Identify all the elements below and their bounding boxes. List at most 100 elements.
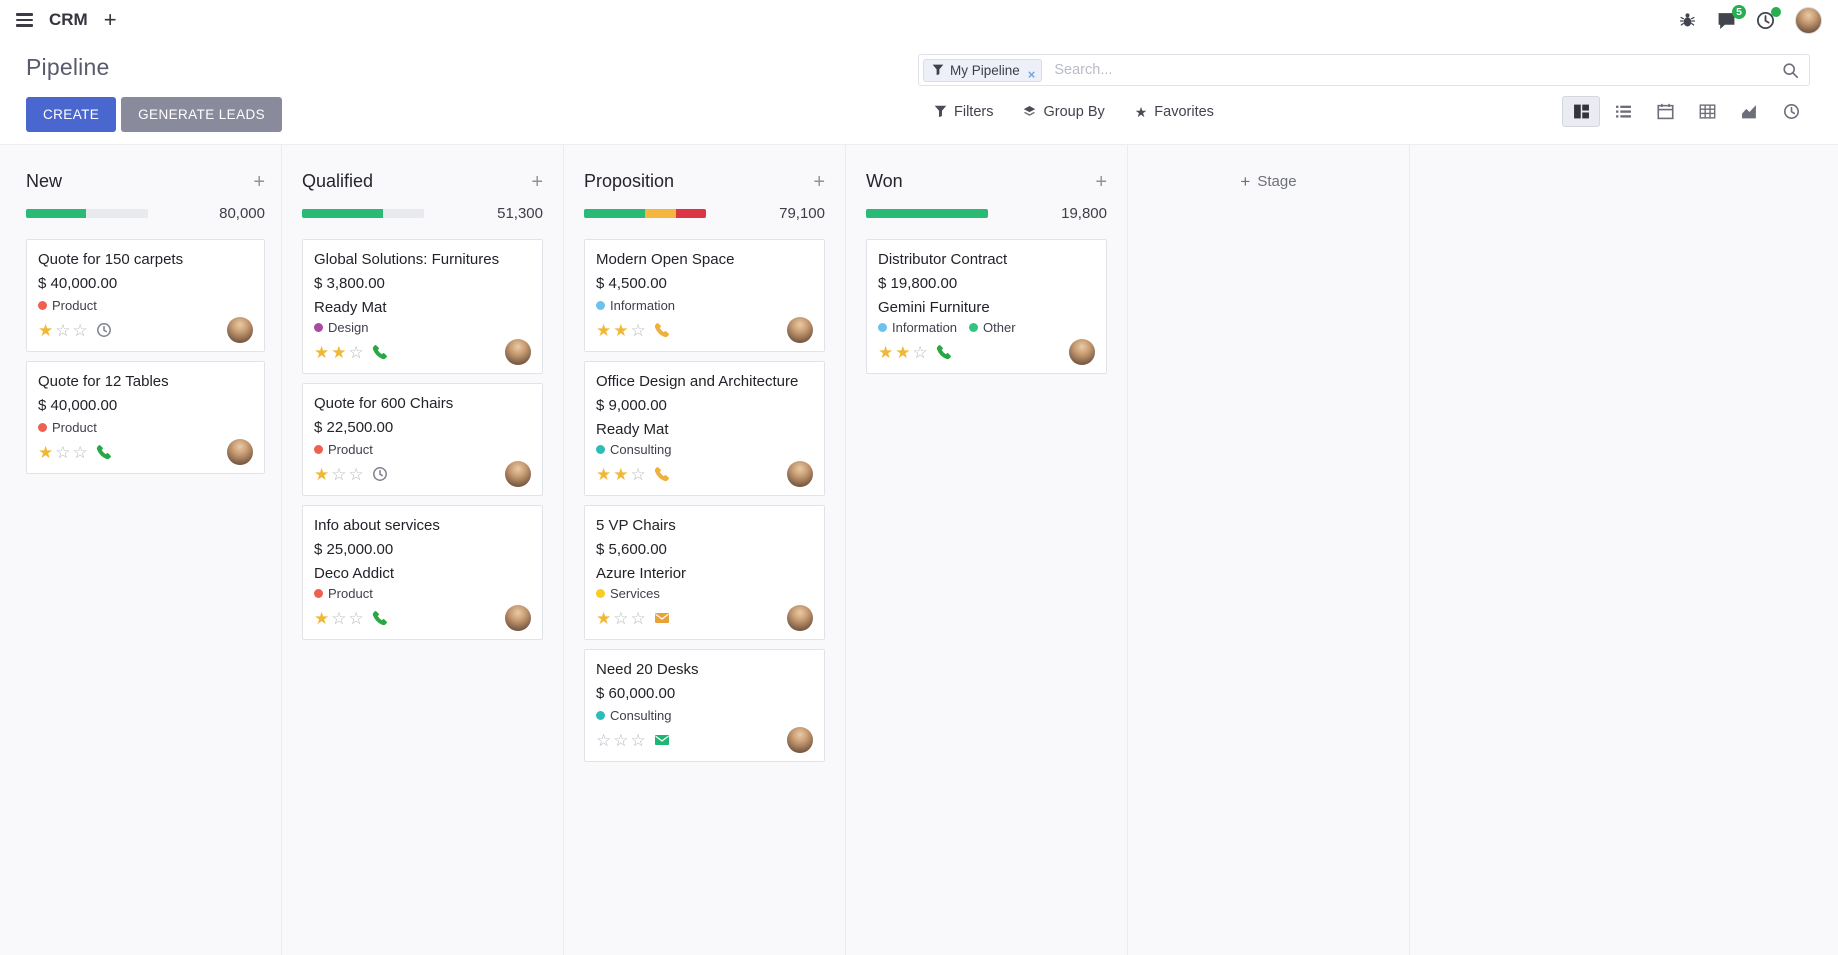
progress-segment[interactable] [584, 209, 645, 218]
phone-activity-icon[interactable] [96, 444, 112, 460]
priority-star-empty[interactable]: ☆ [630, 320, 646, 340]
card-amount: $ 4,500.00 [596, 275, 667, 292]
priority-star-filled[interactable]: ★ [596, 608, 612, 628]
kanban-card[interactable]: Distributor Contract $ 19,800.00 Gemini … [866, 239, 1107, 374]
card-tag: Information [878, 320, 957, 335]
column-progressbar[interactable] [866, 209, 988, 218]
priority-star-filled[interactable]: ★ [613, 464, 629, 484]
priority-star-empty[interactable]: ☆ [596, 730, 612, 750]
envelope-activity-icon[interactable] [654, 610, 670, 626]
priority-star-empty[interactable]: ☆ [331, 464, 347, 484]
phone-activity-icon[interactable] [372, 610, 388, 626]
kanban-card[interactable]: 5 VP Chairs $ 5,600.00 Azure Interior Se… [584, 505, 825, 640]
priority-star-empty[interactable]: ☆ [630, 730, 646, 750]
phone-activity-icon[interactable] [654, 466, 670, 482]
add-record-icon[interactable]: + [531, 170, 543, 193]
remove-facet-icon[interactable]: × [1027, 66, 1036, 82]
group-by-menu[interactable]: Group By [1023, 104, 1105, 120]
column-progressbar[interactable] [26, 209, 148, 218]
salesperson-avatar [1069, 339, 1095, 365]
priority-star-empty[interactable]: ☆ [331, 608, 347, 628]
add-record-icon[interactable]: + [813, 170, 825, 193]
progress-segment[interactable] [85, 209, 148, 218]
view-switch-activity[interactable] [1772, 96, 1810, 127]
priority-star-empty[interactable]: ☆ [630, 464, 646, 484]
priority-star-filled[interactable]: ★ [314, 342, 330, 362]
add-record-icon[interactable]: + [1095, 170, 1107, 193]
priority-star-filled[interactable]: ★ [314, 464, 330, 484]
favorites-menu[interactable]: ★ Favorites [1135, 104, 1214, 120]
priority-star-empty[interactable]: ☆ [613, 730, 629, 750]
progress-segment[interactable] [645, 209, 676, 218]
column-progressbar[interactable] [584, 209, 706, 218]
priority-star-empty[interactable]: ☆ [348, 464, 364, 484]
activities-clock-icon[interactable] [1756, 6, 1781, 30]
priority-star-empty[interactable]: ☆ [348, 342, 364, 362]
priority-star-filled[interactable]: ★ [596, 320, 612, 340]
priority-star-empty[interactable]: ☆ [348, 608, 364, 628]
filters-menu[interactable]: Filters [934, 104, 993, 120]
column-title[interactable]: Qualified [302, 171, 374, 191]
priority-star-empty[interactable]: ☆ [912, 342, 928, 362]
app-name[interactable]: CRM [49, 10, 88, 29]
priority-star-filled[interactable]: ★ [314, 608, 330, 628]
generate-leads-button[interactable]: GENERATE LEADS [121, 97, 283, 132]
clock-activity-icon[interactable] [96, 322, 112, 338]
priority-star-empty[interactable]: ☆ [613, 608, 629, 628]
progress-segment[interactable] [302, 209, 383, 218]
progress-segment[interactable] [26, 209, 86, 218]
progress-segment[interactable] [382, 209, 424, 218]
column-progressbar[interactable] [302, 209, 424, 218]
clock-activity-icon[interactable] [372, 466, 388, 482]
priority-star-empty[interactable]: ☆ [72, 442, 88, 462]
add-record-icon[interactable]: + [253, 170, 265, 193]
salesperson-avatar [505, 461, 531, 487]
priority-star-empty[interactable]: ☆ [72, 320, 88, 340]
card-amount: $ 60,000.00 [596, 685, 676, 702]
search-input[interactable] [1046, 62, 1782, 78]
phone-activity-icon[interactable] [654, 322, 670, 338]
kanban-card[interactable]: Info about services $ 25,000.00 Deco Add… [302, 505, 543, 640]
kanban-card[interactable]: Modern Open Space $ 4,500.00 Information… [584, 239, 825, 352]
view-switch-pivot[interactable] [1688, 96, 1726, 127]
phone-activity-icon[interactable] [936, 344, 952, 360]
debug-bug-icon[interactable] [1678, 11, 1697, 30]
priority-star-filled[interactable]: ★ [38, 320, 54, 340]
envelope-activity-icon[interactable] [654, 732, 670, 748]
kanban-card[interactable]: Office Design and Architecture $ 9,000.0… [584, 361, 825, 496]
view-switch-graph[interactable] [1730, 96, 1768, 127]
priority-star-filled[interactable]: ★ [613, 320, 629, 340]
kanban-card[interactable]: Quote for 600 Chairs $ 22,500.00 Product… [302, 383, 543, 496]
priority-star-empty[interactable]: ☆ [630, 608, 646, 628]
kanban-card[interactable]: Quote for 150 carpets $ 40,000.00 Produc… [26, 239, 265, 352]
create-button[interactable]: CREATE [26, 97, 117, 132]
priority-star-empty[interactable]: ☆ [55, 442, 71, 462]
column-title[interactable]: Won [866, 171, 903, 191]
hamburger-menu-icon[interactable] [16, 13, 33, 27]
progress-segment[interactable] [675, 209, 706, 218]
view-switch-calendar[interactable] [1646, 96, 1684, 127]
kanban-card[interactable]: Quote for 12 Tables $ 40,000.00 Product … [26, 361, 265, 474]
progress-segment[interactable] [866, 209, 988, 218]
priority-star-filled[interactable]: ★ [331, 342, 347, 362]
kanban-card[interactable]: Global Solutions: Furnitures $ 3,800.00 … [302, 239, 543, 374]
card-footer: ★ ★ ☆ [314, 339, 531, 365]
messages-icon[interactable]: 5 [1717, 4, 1746, 30]
kanban-card[interactable]: Need 20 Desks $ 60,000.00 Consulting ☆ ☆ ☆ [584, 649, 825, 762]
column-title[interactable]: New [26, 171, 63, 191]
kanban-column: Qualified + 51,300 Global Solutions: Fur… [282, 145, 564, 955]
search-icon[interactable] [1782, 62, 1799, 79]
priority-star-filled[interactable]: ★ [878, 342, 894, 362]
user-avatar[interactable] [1795, 6, 1822, 34]
view-switch-list[interactable] [1604, 96, 1642, 127]
priority-star-filled[interactable]: ★ [895, 342, 911, 362]
view-switch-kanban[interactable] [1562, 96, 1600, 127]
column-title[interactable]: Proposition [584, 171, 675, 191]
column-header: Qualified + [302, 171, 543, 192]
phone-activity-icon[interactable] [372, 344, 388, 360]
plus-icon[interactable]: + [103, 7, 117, 32]
priority-star-filled[interactable]: ★ [38, 442, 54, 462]
priority-star-filled[interactable]: ★ [596, 464, 612, 484]
add-stage-button[interactable]: + Stage [1240, 173, 1296, 190]
priority-star-empty[interactable]: ☆ [55, 320, 71, 340]
